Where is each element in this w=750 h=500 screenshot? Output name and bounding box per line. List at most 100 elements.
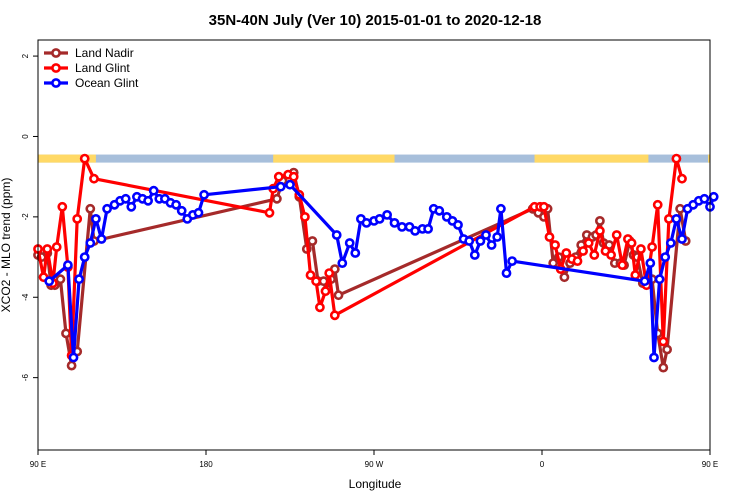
data-point — [507, 256, 517, 266]
data-point — [193, 207, 204, 218]
data-point — [677, 173, 687, 184]
series-land-nadir — [33, 167, 691, 373]
data-point — [389, 217, 400, 228]
data-point — [662, 344, 672, 355]
data-point — [583, 238, 594, 248]
y-tick-label: -4 — [21, 293, 30, 301]
series-line — [48, 183, 716, 360]
data-point — [626, 238, 637, 248]
series-layer — [33, 153, 719, 373]
data-point — [675, 203, 685, 214]
data-point — [639, 276, 650, 287]
x-axis: 90 E 180 90 W 0 90 E — [30, 450, 718, 469]
y-axis: 2 0 -2 -4 -6 — [21, 53, 38, 381]
data-point — [647, 242, 657, 252]
data-point — [671, 213, 682, 224]
data-point — [96, 234, 107, 244]
data-point — [42, 244, 53, 254]
data-point — [171, 199, 181, 210]
data-point — [649, 352, 659, 363]
series-ocean-glint — [44, 179, 719, 363]
data-point — [544, 232, 555, 242]
x-tick-label: 0 — [540, 460, 545, 469]
legend-marker — [51, 78, 61, 88]
data-point — [285, 179, 295, 190]
y-tick-label: -6 — [21, 374, 30, 382]
data-point — [361, 217, 372, 228]
data-point — [89, 173, 99, 184]
data-point — [495, 203, 506, 214]
data-point — [61, 328, 71, 339]
legend-label: Ocean Glint — [75, 76, 139, 90]
data-point — [481, 230, 491, 240]
data-point — [299, 211, 310, 222]
data-point — [630, 270, 641, 280]
data-point — [469, 250, 480, 260]
data-point — [305, 270, 316, 280]
data-point — [595, 225, 605, 236]
data-point — [51, 242, 62, 252]
data-point — [102, 203, 112, 214]
land-segment — [38, 154, 96, 163]
data-point — [475, 236, 486, 246]
data-point — [645, 258, 656, 268]
data-point — [288, 171, 299, 182]
data-point — [324, 268, 335, 278]
data-point — [273, 171, 284, 182]
data-point — [665, 238, 676, 248]
data-point — [572, 256, 583, 266]
data-point — [85, 238, 96, 248]
land-segment — [273, 154, 395, 163]
data-point — [331, 230, 342, 240]
legend-marker — [51, 48, 61, 58]
data-point — [410, 225, 420, 236]
data-point — [337, 258, 348, 268]
data-point — [658, 362, 669, 373]
data-point — [486, 240, 497, 250]
data-point — [434, 205, 445, 216]
data-point — [57, 201, 68, 212]
y-tick-label: 0 — [21, 134, 30, 139]
data-point — [559, 272, 570, 283]
data-point — [654, 274, 665, 285]
x-axis-label: Longitude — [349, 477, 402, 491]
data-point — [617, 260, 628, 270]
data-point — [677, 234, 687, 244]
data-point — [329, 310, 340, 321]
series-line — [36, 157, 684, 358]
data-point — [120, 193, 131, 204]
data-point — [561, 248, 572, 258]
data-point — [492, 232, 503, 242]
data-point — [423, 223, 433, 234]
chart-title: 35N-40N July (Ver 10) 2015-01-01 to 2020… — [209, 12, 542, 29]
legend-label: Land Nadir — [75, 46, 134, 60]
data-point — [501, 268, 512, 278]
legend-marker — [51, 63, 61, 73]
data-point — [307, 236, 318, 246]
data-point — [79, 153, 90, 164]
data-point — [148, 185, 159, 196]
data-point — [176, 205, 187, 216]
data-point — [320, 286, 331, 297]
x-tick-label: 90 E — [702, 460, 718, 469]
x-tick-label: 90 W — [365, 460, 384, 469]
x-tick-label: 90 E — [30, 460, 46, 469]
data-point — [611, 230, 622, 240]
data-point — [264, 207, 275, 218]
y-tick-label: -2 — [21, 213, 30, 221]
data-point — [578, 246, 588, 256]
data-point — [652, 199, 663, 210]
data-point — [660, 252, 671, 262]
data-point — [658, 336, 669, 347]
data-point — [708, 191, 719, 202]
data-point — [72, 213, 83, 224]
data-point — [550, 240, 560, 250]
data-point — [453, 219, 463, 230]
data-point — [664, 213, 674, 224]
data-point — [66, 360, 77, 371]
data-point — [314, 302, 325, 313]
data-point — [143, 195, 153, 206]
data-point — [636, 244, 646, 254]
y-tick-label: 2 — [21, 53, 30, 58]
